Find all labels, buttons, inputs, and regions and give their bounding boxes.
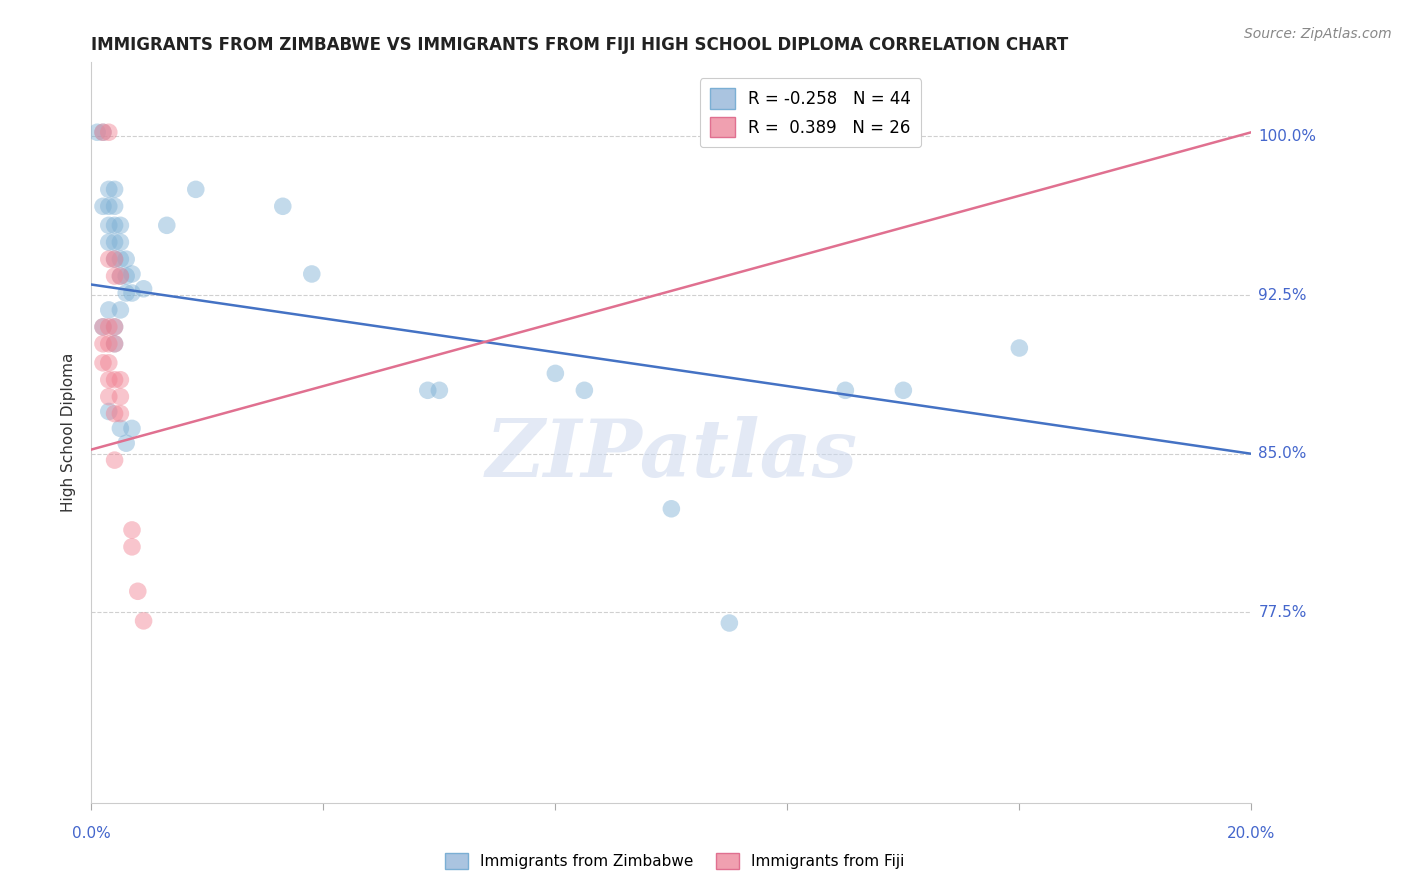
Point xyxy=(91,319,114,334)
Point xyxy=(121,267,143,281)
Point xyxy=(659,501,682,516)
Point xyxy=(97,125,120,139)
Point xyxy=(110,269,132,284)
Y-axis label: High School Diploma: High School Diploma xyxy=(60,353,76,512)
Point xyxy=(104,453,127,467)
Text: ZIPatlas: ZIPatlas xyxy=(485,416,858,493)
Point xyxy=(104,336,127,351)
Point xyxy=(104,235,127,250)
Point xyxy=(97,336,120,351)
Text: Source: ZipAtlas.com: Source: ZipAtlas.com xyxy=(1244,27,1392,41)
Text: 20.0%: 20.0% xyxy=(1227,827,1275,841)
Point xyxy=(574,384,596,398)
Point xyxy=(271,199,294,213)
Point xyxy=(91,336,114,351)
Point xyxy=(104,407,127,421)
Point xyxy=(1008,341,1031,355)
Point xyxy=(97,252,120,267)
Point xyxy=(121,421,143,435)
Point xyxy=(110,269,132,284)
Legend: Immigrants from Zimbabwe, Immigrants from Fiji: Immigrants from Zimbabwe, Immigrants fro… xyxy=(439,847,911,875)
Point xyxy=(121,523,143,537)
Point xyxy=(110,219,132,233)
Point xyxy=(104,269,127,284)
Point xyxy=(97,390,120,404)
Point xyxy=(104,252,127,267)
Point xyxy=(104,336,127,351)
Point xyxy=(97,182,120,196)
Point xyxy=(718,615,741,630)
Point xyxy=(104,319,127,334)
Point xyxy=(104,373,127,387)
Point xyxy=(97,219,120,233)
Point xyxy=(416,384,439,398)
Point xyxy=(184,182,207,196)
Point xyxy=(110,302,132,317)
Point xyxy=(132,282,155,296)
Text: 92.5%: 92.5% xyxy=(1258,287,1306,302)
Point xyxy=(121,285,143,300)
Point xyxy=(127,584,149,599)
Point xyxy=(110,407,132,421)
Point xyxy=(91,125,114,139)
Text: IMMIGRANTS FROM ZIMBABWE VS IMMIGRANTS FROM FIJI HIGH SCHOOL DIPLOMA CORRELATION: IMMIGRANTS FROM ZIMBABWE VS IMMIGRANTS F… xyxy=(91,36,1069,54)
Point xyxy=(834,384,856,398)
Point xyxy=(110,421,132,435)
Point xyxy=(97,356,120,370)
Point xyxy=(104,319,127,334)
Point xyxy=(104,252,127,267)
Point xyxy=(104,199,127,213)
Point xyxy=(110,373,132,387)
Point xyxy=(115,436,138,450)
Point xyxy=(115,285,138,300)
Point xyxy=(91,356,114,370)
Point xyxy=(427,384,450,398)
Point xyxy=(97,302,120,317)
Point xyxy=(156,219,179,233)
Text: 0.0%: 0.0% xyxy=(72,827,111,841)
Point xyxy=(97,199,120,213)
Point xyxy=(104,182,127,196)
Point xyxy=(91,319,114,334)
Legend: R = -0.258   N = 44, R =  0.389   N = 26: R = -0.258 N = 44, R = 0.389 N = 26 xyxy=(700,78,921,147)
Point xyxy=(97,404,120,418)
Text: 85.0%: 85.0% xyxy=(1258,446,1306,461)
Point xyxy=(110,252,132,267)
Point xyxy=(110,390,132,404)
Point xyxy=(110,235,132,250)
Point xyxy=(544,367,567,381)
Point xyxy=(86,125,108,139)
Point xyxy=(301,267,323,281)
Point xyxy=(891,384,914,398)
Point xyxy=(104,219,127,233)
Text: 77.5%: 77.5% xyxy=(1258,605,1306,620)
Point xyxy=(91,125,114,139)
Text: 100.0%: 100.0% xyxy=(1258,129,1316,144)
Point xyxy=(97,235,120,250)
Point xyxy=(97,373,120,387)
Point xyxy=(115,269,138,284)
Point xyxy=(132,614,155,628)
Point xyxy=(115,252,138,267)
Point xyxy=(97,319,120,334)
Point xyxy=(121,540,143,554)
Point xyxy=(91,199,114,213)
